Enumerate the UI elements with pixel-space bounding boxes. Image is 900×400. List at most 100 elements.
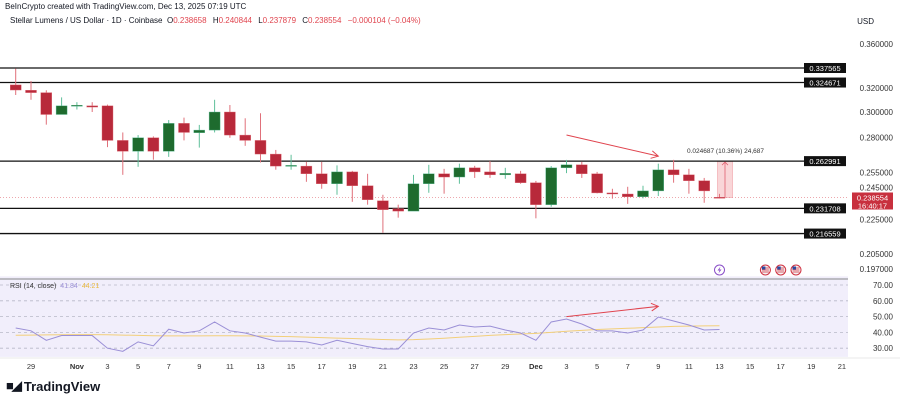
candle bbox=[453, 163, 466, 184]
time-tick-label: 25 bbox=[440, 362, 448, 371]
candle bbox=[300, 161, 313, 182]
us-flag-icon[interactable] bbox=[759, 264, 771, 276]
candle-body bbox=[361, 185, 374, 200]
candle bbox=[208, 99, 221, 133]
candle-body bbox=[162, 123, 175, 152]
brand-name: TradingView bbox=[23, 378, 101, 394]
candle-body bbox=[622, 193, 634, 197]
time-tick-label: 9 bbox=[197, 362, 201, 371]
rsi-value: 41.84 bbox=[60, 283, 78, 290]
attribution: BeInCrypto created with TradingView.com,… bbox=[5, 2, 247, 11]
rsi-line bbox=[15, 316, 720, 352]
us-flag-icon[interactable] bbox=[790, 264, 802, 276]
candle bbox=[667, 159, 680, 183]
candle-body bbox=[652, 169, 664, 192]
time-tick-label: 3 bbox=[564, 362, 568, 371]
candle bbox=[622, 186, 634, 204]
candle bbox=[591, 171, 603, 194]
candle bbox=[683, 168, 695, 194]
time-tick-label: 7 bbox=[626, 362, 630, 371]
level-label-bg bbox=[804, 203, 846, 214]
candle-body bbox=[254, 140, 267, 155]
low-value: 0.237879 bbox=[262, 16, 297, 25]
candle-body bbox=[606, 192, 619, 195]
candle bbox=[9, 68, 22, 95]
candle bbox=[713, 193, 726, 199]
tradingview-logo-icon: ■◢ bbox=[6, 378, 22, 393]
candle-body bbox=[667, 169, 680, 176]
candle bbox=[71, 102, 83, 110]
rsi-tick-label: 40.00 bbox=[873, 328, 894, 337]
price-trend-arrow-head bbox=[650, 150, 660, 159]
open-label: O bbox=[166, 16, 174, 25]
symbol-title[interactable]: Stellar Lumens / US Dollar · 1D · Coinba… bbox=[10, 16, 163, 25]
rsi-tick-label: 70.00 bbox=[873, 281, 894, 290]
candle bbox=[469, 165, 481, 178]
time-tick-label: 17 bbox=[318, 362, 326, 371]
time-tick-label: 5 bbox=[595, 362, 599, 371]
lightning-icon[interactable] bbox=[714, 264, 725, 276]
level-label: 0.324671 bbox=[809, 79, 840, 88]
price-tick-label: 0.320000 bbox=[860, 84, 894, 93]
candle bbox=[25, 81, 37, 100]
time-tick-label: 17 bbox=[777, 362, 785, 371]
candle bbox=[270, 149, 282, 170]
time-tick-label: 21 bbox=[379, 362, 387, 371]
candle-body bbox=[392, 208, 404, 212]
candle-body bbox=[591, 173, 603, 194]
time-tick-label: 11 bbox=[226, 362, 234, 371]
candle-body bbox=[55, 105, 68, 115]
time-tick-label: 29 bbox=[27, 362, 35, 371]
level-label-bg bbox=[804, 63, 846, 74]
rsi-title: RSI (14, close) bbox=[10, 283, 56, 290]
level-label: 0.337565 bbox=[809, 64, 840, 73]
price-tick-label: 0.205000 bbox=[860, 250, 894, 259]
time-tick-label: 21 bbox=[838, 362, 846, 371]
candle bbox=[499, 167, 511, 179]
candle-body bbox=[300, 165, 313, 174]
candle bbox=[239, 118, 251, 146]
candle bbox=[86, 102, 98, 113]
candle bbox=[101, 104, 114, 148]
candle bbox=[254, 113, 267, 163]
candle-body bbox=[25, 90, 37, 93]
change-value: −0.000104 (−0.04%) bbox=[347, 16, 421, 25]
candle-body bbox=[193, 129, 206, 133]
price-tick-label: 0.300000 bbox=[860, 108, 894, 117]
time-tick-label: 19 bbox=[348, 362, 356, 371]
price-trend-arrow bbox=[566, 134, 659, 157]
candle-body bbox=[331, 171, 343, 184]
time-tick-label: 15 bbox=[287, 362, 295, 371]
rsi-trend-arrow bbox=[566, 305, 659, 318]
candle bbox=[285, 154, 297, 170]
candle-body bbox=[316, 173, 328, 184]
time-tick-label: 27 bbox=[471, 362, 479, 371]
candle-body bbox=[530, 182, 542, 205]
candle bbox=[514, 170, 527, 184]
time-tick-label: 13 bbox=[715, 362, 723, 371]
candle bbox=[361, 173, 374, 205]
time-tick-label: 11 bbox=[685, 362, 693, 371]
candle bbox=[484, 161, 496, 178]
time-tick-label: 29 bbox=[501, 362, 509, 371]
candle-body bbox=[132, 137, 144, 152]
time-tick-label: Dec bbox=[529, 362, 543, 371]
rsi-tick-label: 60.00 bbox=[873, 297, 894, 306]
rsi-legend: RSI (14, close) 41.84 44.21 bbox=[10, 283, 99, 290]
price-tick-label: 0.197000 bbox=[860, 265, 894, 274]
measure-arrowhead bbox=[721, 161, 729, 166]
candle bbox=[346, 170, 358, 202]
currency-label[interactable]: USD bbox=[857, 17, 874, 26]
candle-body bbox=[377, 200, 389, 210]
us-flag-icon[interactable] bbox=[775, 264, 787, 276]
candle-body bbox=[438, 173, 450, 178]
candle bbox=[698, 177, 710, 203]
candle-body bbox=[40, 92, 52, 115]
candle-body bbox=[285, 165, 297, 167]
candle-body bbox=[346, 171, 358, 186]
price-tick-label: 0.245000 bbox=[860, 184, 894, 193]
rsi-tick-label: 30.00 bbox=[873, 344, 894, 353]
candle bbox=[377, 194, 389, 233]
time-tick-label: 15 bbox=[746, 362, 754, 371]
